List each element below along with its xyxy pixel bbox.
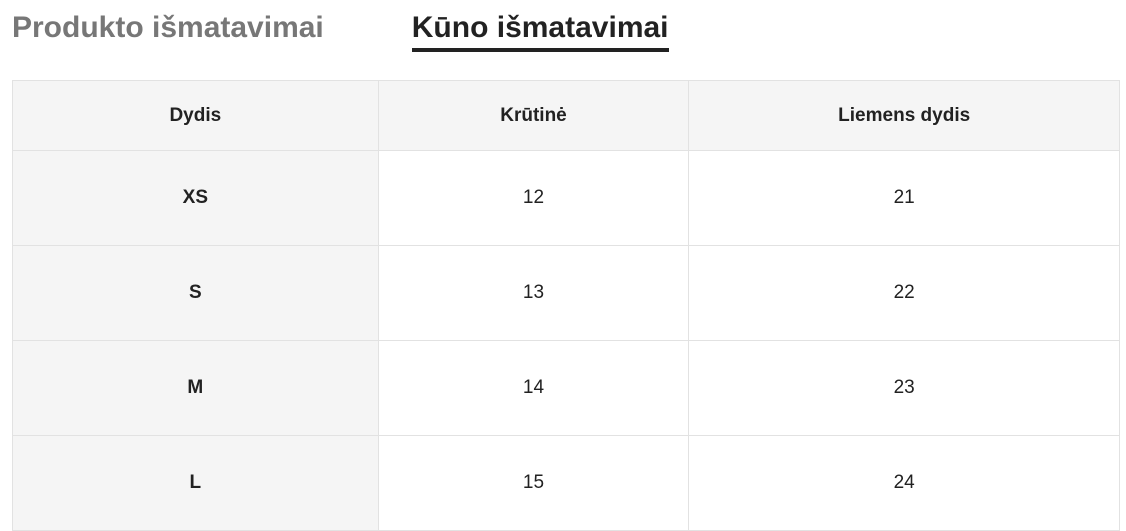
cell-waist: 24 — [688, 435, 1120, 531]
cell-size: S — [12, 245, 379, 341]
tab-body-measurements[interactable]: Kūno išmatavimai — [411, 8, 669, 52]
cell-chest: 12 — [377, 150, 690, 246]
cell-chest: 15 — [377, 435, 690, 531]
table-header-row: Dydis Krūtinė Liemens dydis — [12, 80, 1120, 151]
table-row: S 13 22 — [12, 245, 1120, 341]
table-row: L 15 24 — [12, 435, 1120, 531]
cell-size: XS — [12, 150, 379, 246]
cell-waist: 21 — [688, 150, 1120, 246]
cell-waist: 23 — [688, 340, 1120, 436]
header-waist: Liemens dydis — [688, 80, 1120, 151]
cell-chest: 13 — [377, 245, 690, 341]
header-chest: Krūtinė — [377, 80, 690, 151]
table-row: M 14 23 — [12, 340, 1120, 436]
cell-chest: 14 — [377, 340, 690, 436]
size-table: Dydis Krūtinė Liemens dydis XS 12 21 S 13 22 M… — [12, 80, 1120, 531]
tabs: Produkto išmatavimai Kūno išmatavimai — [12, 8, 669, 52]
table-row: XS 12 21 — [12, 150, 1120, 246]
cell-size: M — [12, 340, 379, 436]
tab-product-measurements[interactable]: Produkto išmatavimai — [12, 11, 324, 44]
cell-size: L — [12, 435, 379, 531]
cell-waist: 22 — [688, 245, 1120, 341]
header-size: Dydis — [12, 80, 379, 151]
